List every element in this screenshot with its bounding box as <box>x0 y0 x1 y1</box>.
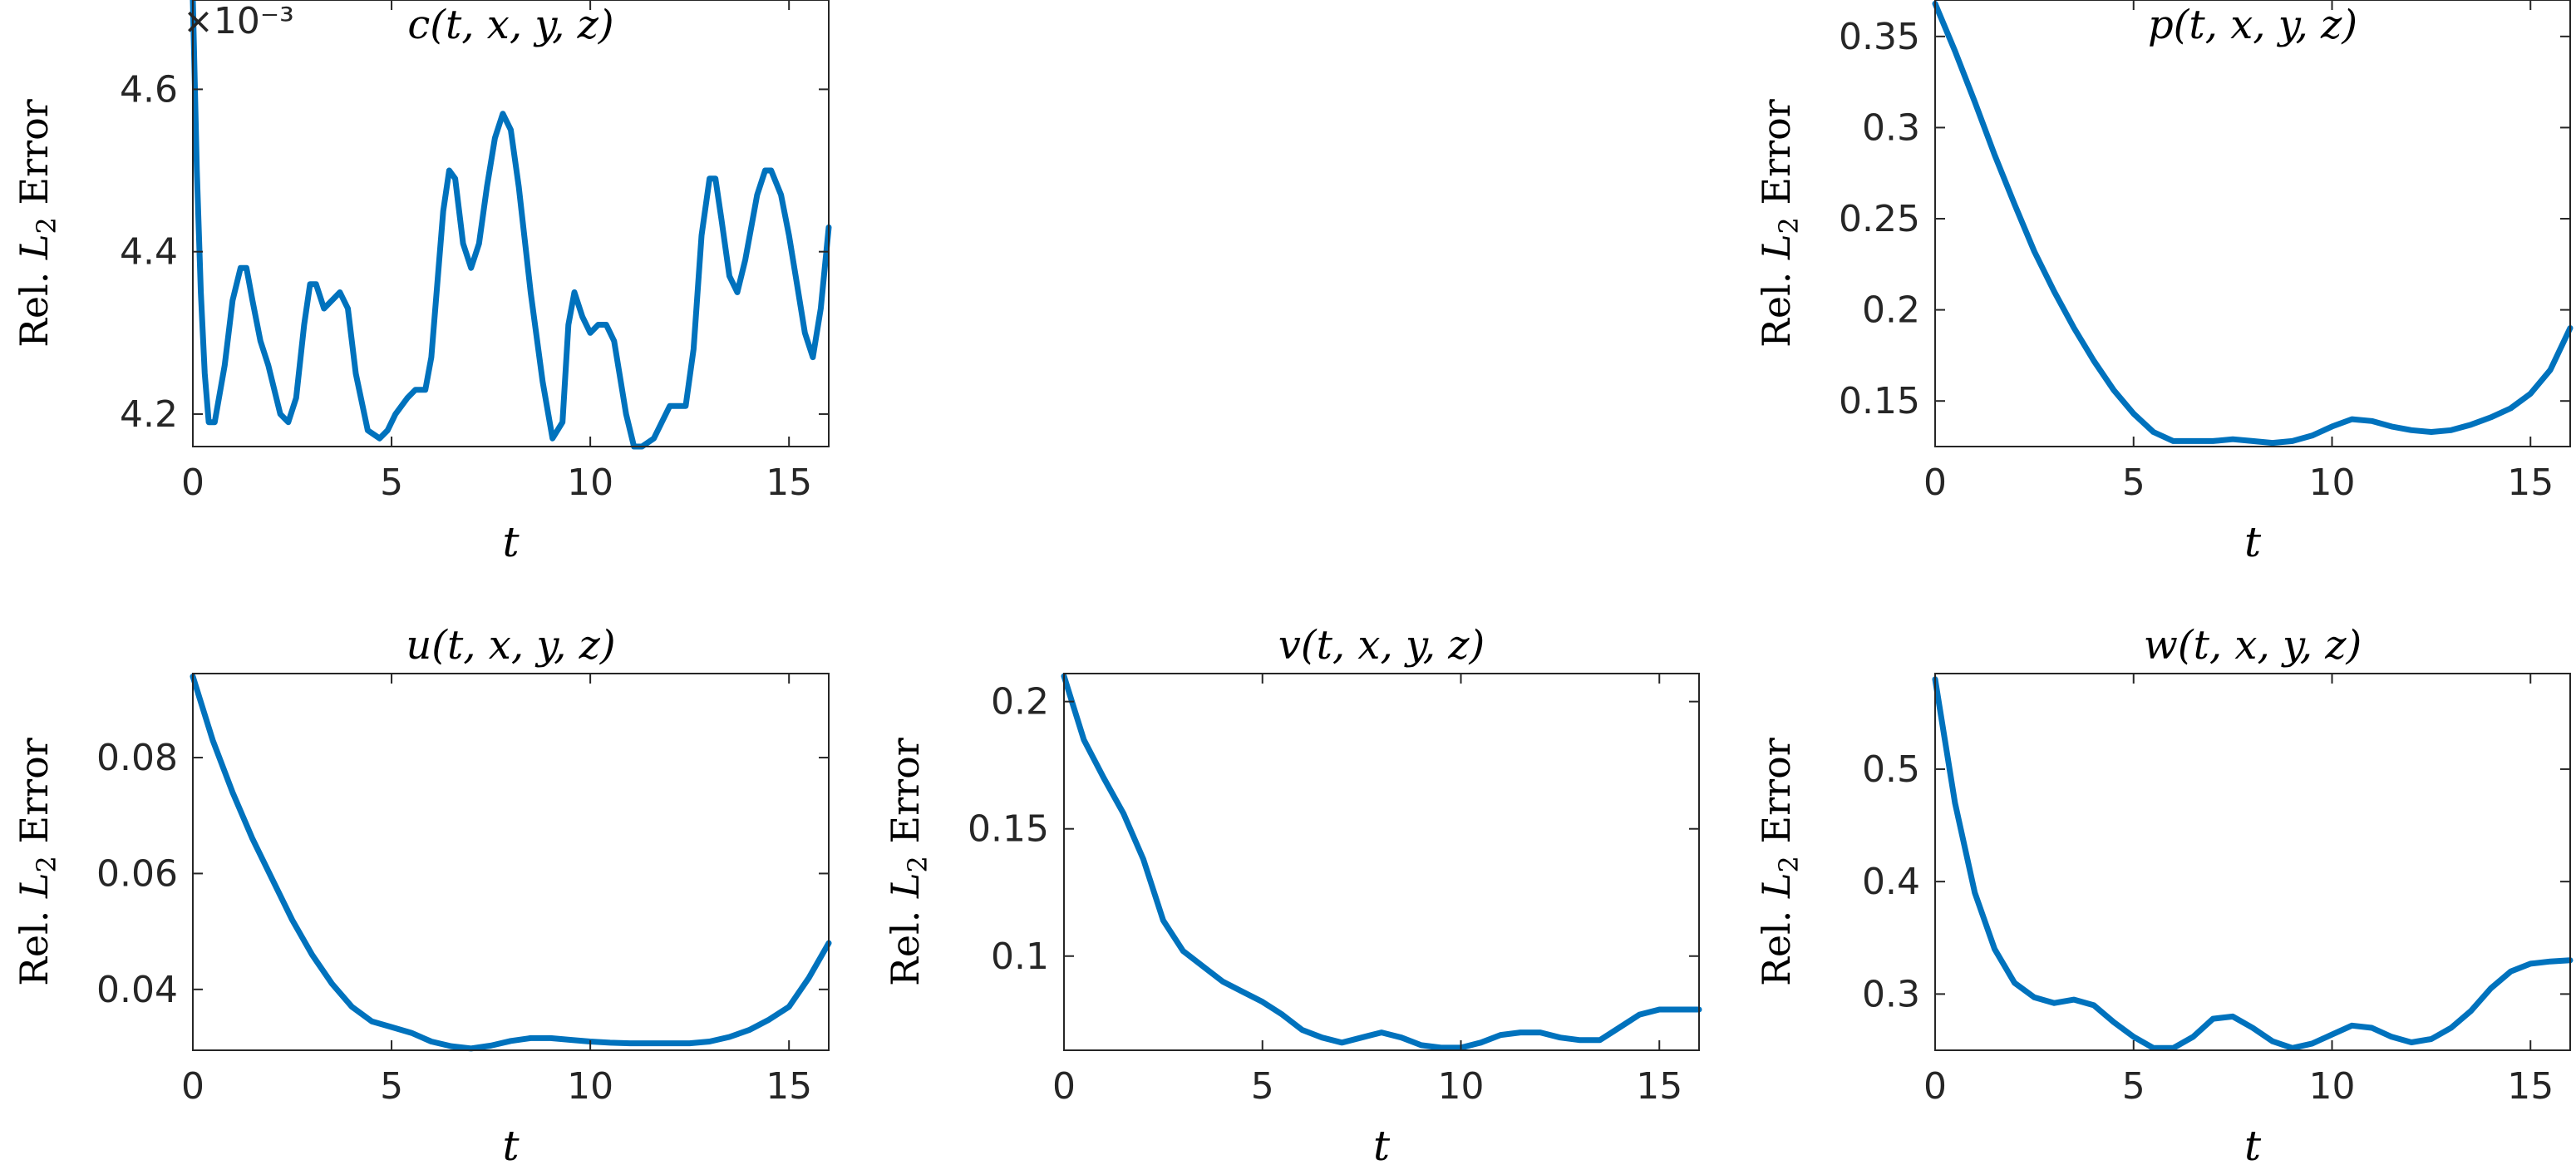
x-axis-label: t <box>1373 1122 1391 1170</box>
y-label-prefix: Rel. <box>1754 898 1799 986</box>
y-tick-label: 0.1 <box>991 936 1049 978</box>
panel-w: 0 5 10 15 0.3 0.4 0.5 w(t, x, y, z) t Rel. L2 Err… <box>1754 622 2574 1170</box>
y-label-prefix: Rel. <box>1754 259 1799 348</box>
y-tick-label: 0.35 <box>1839 16 1920 58</box>
y-tick-label: 4.2 <box>120 393 178 436</box>
series-line-v <box>1061 673 1702 1051</box>
y-tick-label: 0.2 <box>1862 289 1920 332</box>
y-tick-label: 4.6 <box>120 68 178 111</box>
y-tick-label: 0.5 <box>1862 748 1920 791</box>
x-tick-label: 15 <box>2507 462 2554 504</box>
y-label-prefix: Rel. <box>12 259 57 348</box>
y-exponent-label: ×10⁻³ <box>183 0 294 42</box>
y-label-prefix: Rel. <box>12 898 57 986</box>
y-axis-label: Rel. L2 Error <box>1754 738 1805 986</box>
y-tick-label: 0.15 <box>1839 380 1920 422</box>
y-label-suffix: Error <box>1754 99 1799 217</box>
y-tick-label: 0.04 <box>96 969 178 1011</box>
x-axis-label: t <box>2244 518 2262 566</box>
y-tick-label: 0.4 <box>1862 861 1920 903</box>
x-tick-label: 0 <box>181 1065 204 1108</box>
x-tick-label: 10 <box>1438 1065 1485 1108</box>
y-label-variable: L <box>1754 872 1799 899</box>
y-label-prefix: Rel. <box>883 898 928 986</box>
axes-box-u <box>192 673 830 1051</box>
x-tick-label: 10 <box>2309 1065 2356 1108</box>
y-axis-label: Rel. L2 Error <box>1754 99 1805 348</box>
y-axis-label: Rel. L2 Error <box>12 738 62 986</box>
series-line-w <box>1932 676 2574 1051</box>
y-label-subscript: 2 <box>1773 217 1805 234</box>
x-axis-label: t <box>502 518 520 566</box>
y-label-variable: L <box>12 234 57 260</box>
panel-p: 0 5 10 15 0.15 0.2 0.25 0.3 0.35 p(t, x, y, z) t Re… <box>1754 0 2574 566</box>
panel-c: 0 5 10 15 4.2 4.4 4.6×10⁻³ c(t, x, y, z) t Rel. L… <box>12 0 832 566</box>
panel-title: v(t, x, y, z) <box>1278 622 1485 669</box>
x-tick-label: 15 <box>2507 1065 2554 1108</box>
series-line-p <box>1932 0 2574 447</box>
x-tick-label: 0 <box>181 462 204 504</box>
y-axis-label: Rel. L2 Error <box>883 738 933 986</box>
y-label-suffix: Error <box>12 99 57 217</box>
panel-v: 0 5 10 15 0.1 0.15 0.2 v(t, x, y, z) t Rel. L2 Er… <box>883 622 1702 1170</box>
x-tick-label: 0 <box>1923 462 1947 504</box>
axes-box-c <box>192 0 830 447</box>
x-axis-label: t <box>502 1122 520 1170</box>
x-tick-label: 0 <box>1923 1065 1947 1108</box>
x-tick-label: 15 <box>1636 1065 1682 1108</box>
x-tick-label: 15 <box>766 1065 812 1108</box>
x-tick-label: 5 <box>2122 462 2145 504</box>
y-label-subscript: 2 <box>1773 856 1805 872</box>
series-line-u <box>190 674 832 1052</box>
panel-title: w(t, x, y, z) <box>2144 622 2362 669</box>
panel-title: u(t, x, y, z) <box>406 622 615 669</box>
y-label-variable: L <box>883 872 928 899</box>
y-tick-label: 0.2 <box>991 681 1049 723</box>
y-label-variable: L <box>1754 234 1799 260</box>
x-tick-label: 5 <box>1251 1065 1274 1108</box>
y-label-suffix: Error <box>883 738 928 856</box>
y-tick-label: 4.4 <box>120 231 178 274</box>
y-tick-label: 0.3 <box>1862 106 1920 149</box>
y-tick-label: 0.08 <box>96 737 178 779</box>
series-line-c <box>190 0 832 450</box>
x-axis-label: t <box>2244 1122 2262 1170</box>
y-label-suffix: Error <box>12 738 57 856</box>
y-tick-label: 0.3 <box>1862 973 1920 1015</box>
x-tick-label: 0 <box>1052 1065 1076 1108</box>
y-label-subscript: 2 <box>902 856 933 872</box>
y-label-variable: L <box>12 872 57 899</box>
axes-box-w <box>1934 673 2571 1051</box>
x-tick-label: 5 <box>2122 1065 2145 1108</box>
y-tick-label: 0.25 <box>1839 198 1920 240</box>
x-tick-label: 15 <box>766 462 812 504</box>
x-tick-label: 5 <box>380 1065 403 1108</box>
x-tick-label: 10 <box>567 1065 613 1108</box>
y-label-subscript: 2 <box>31 856 62 872</box>
panel-u: 0 5 10 15 0.04 0.06 0.08 u(t, x, y, z) t Rel. L2 … <box>12 622 832 1170</box>
y-tick-label: 0.15 <box>968 808 1049 851</box>
y-label-suffix: Error <box>1754 738 1799 856</box>
panel-title: p(t, x, y, z) <box>2148 2 2357 48</box>
axes-box-v <box>1063 673 1700 1051</box>
y-axis-label: Rel. L2 Error <box>12 99 62 348</box>
y-label-subscript: 2 <box>31 217 62 234</box>
x-tick-label: 5 <box>380 462 403 504</box>
panel-title: c(t, x, y, z) <box>407 2 613 48</box>
y-tick-label: 0.06 <box>96 852 178 895</box>
axes-box-p <box>1934 0 2571 447</box>
x-tick-label: 10 <box>2309 462 2356 504</box>
x-tick-label: 10 <box>567 462 613 504</box>
